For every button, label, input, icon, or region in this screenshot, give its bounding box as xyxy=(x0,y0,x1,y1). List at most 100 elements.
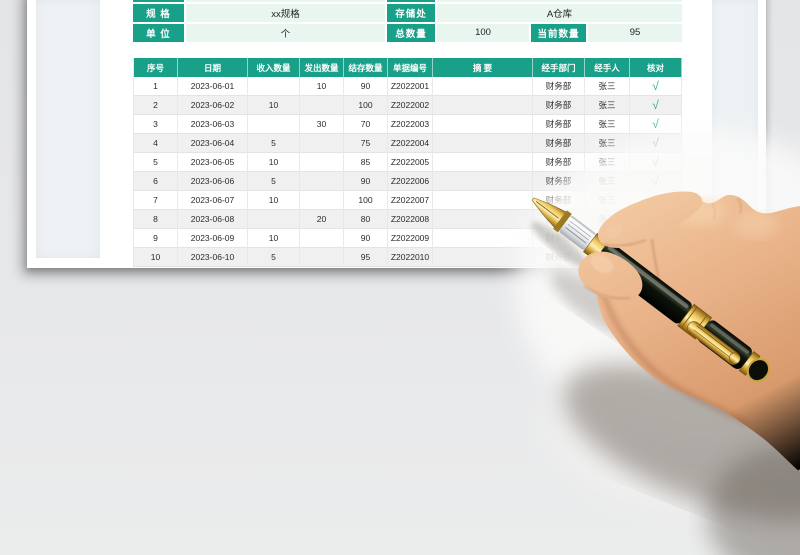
column-header[interactable]: 摘 要 xyxy=(433,58,533,77)
table-cell[interactable]: 2023-06-07 xyxy=(178,191,248,210)
table-cell[interactable]: 85 xyxy=(344,153,388,172)
table-cell[interactable]: 2023-06-09 xyxy=(178,229,248,248)
unit-value-cell[interactable]: 个 xyxy=(186,23,385,42)
table-cell[interactable]: 9 xyxy=(133,229,178,248)
spec-value-cell[interactable]: xx规格 xyxy=(186,4,385,22)
table-cell[interactable]: 2023-06-02 xyxy=(178,96,248,115)
table-cell[interactable] xyxy=(248,77,300,96)
table-cell[interactable] xyxy=(300,248,344,267)
table-cell[interactable]: 张三 xyxy=(585,96,630,115)
table-cell[interactable] xyxy=(300,134,344,153)
checkmark-cell[interactable]: √ xyxy=(630,248,682,267)
table-cell[interactable]: 95 xyxy=(344,248,388,267)
table-cell[interactable]: 80 xyxy=(344,210,388,229)
table-cell[interactable]: 张三 xyxy=(585,172,630,191)
table-cell[interactable]: 张三 xyxy=(585,248,630,267)
table-cell[interactable] xyxy=(433,248,533,267)
column-header[interactable]: 经手部门 xyxy=(533,58,585,77)
table-cell[interactable]: 2 xyxy=(133,96,178,115)
table-cell[interactable] xyxy=(433,172,533,191)
storage-value-cell[interactable]: A仓库 xyxy=(437,4,682,22)
table-cell[interactable]: 财务部 xyxy=(533,210,585,229)
table-cell[interactable]: 10 xyxy=(133,248,178,267)
table-cell[interactable]: 100 xyxy=(344,191,388,210)
total-qty-value-cell[interactable]: 100 xyxy=(437,23,529,42)
table-cell[interactable]: Z2022001 xyxy=(388,77,433,96)
table-cell[interactable]: 10 xyxy=(248,191,300,210)
table-cell[interactable]: 3 xyxy=(133,115,178,134)
table-cell[interactable]: 2023-06-10 xyxy=(178,248,248,267)
table-cell[interactable]: 财务部 xyxy=(533,172,585,191)
table-cell[interactable]: 90 xyxy=(344,229,388,248)
column-header[interactable]: 结存数量 xyxy=(344,58,388,77)
table-cell[interactable]: 10 xyxy=(300,77,344,96)
table-cell[interactable]: Z2022008 xyxy=(388,210,433,229)
checkmark-cell[interactable]: √ xyxy=(630,115,682,134)
checkmark-cell[interactable]: √ xyxy=(630,172,682,191)
table-cell[interactable]: 财务部 xyxy=(533,115,585,134)
table-cell[interactable]: 10 xyxy=(248,229,300,248)
table-cell[interactable]: 90 xyxy=(344,172,388,191)
table-cell[interactable]: 张三 xyxy=(585,191,630,210)
table-cell[interactable]: 6 xyxy=(133,172,178,191)
table-cell[interactable] xyxy=(433,153,533,172)
table-cell[interactable] xyxy=(300,153,344,172)
table-cell[interactable]: Z2022005 xyxy=(388,153,433,172)
column-header[interactable]: 核对 xyxy=(630,58,682,77)
column-header[interactable]: 发出数量 xyxy=(300,58,344,77)
table-cell[interactable] xyxy=(248,210,300,229)
table-cell[interactable]: 5 xyxy=(248,248,300,267)
storage-label-cell[interactable]: 存储处 xyxy=(387,4,435,22)
table-cell[interactable]: 2023-06-06 xyxy=(178,172,248,191)
table-cell[interactable]: 2023-06-01 xyxy=(178,77,248,96)
table-cell[interactable]: 财务部 xyxy=(533,134,585,153)
current-qty-label-cell[interactable]: 当前数量 xyxy=(531,23,586,42)
table-cell[interactable]: 10 xyxy=(248,96,300,115)
table-cell[interactable]: 张三 xyxy=(585,77,630,96)
table-cell[interactable] xyxy=(300,191,344,210)
checkmark-cell[interactable]: √ xyxy=(630,229,682,248)
table-cell[interactable]: Z2022006 xyxy=(388,172,433,191)
table-cell[interactable]: 财务部 xyxy=(533,191,585,210)
total-qty-label-cell[interactable]: 总数量 xyxy=(387,23,435,42)
checkmark-cell[interactable]: √ xyxy=(630,77,682,96)
current-qty-value-cell[interactable]: 95 xyxy=(588,23,682,42)
table-cell[interactable]: 2023-06-05 xyxy=(178,153,248,172)
table-cell[interactable]: 2023-06-03 xyxy=(178,115,248,134)
column-header[interactable]: 收入数量 xyxy=(248,58,300,77)
table-cell[interactable]: 7 xyxy=(133,191,178,210)
table-cell[interactable]: 90 xyxy=(344,77,388,96)
table-cell[interactable]: Z2022009 xyxy=(388,229,433,248)
table-cell[interactable]: 1 xyxy=(133,77,178,96)
table-cell[interactable] xyxy=(300,172,344,191)
table-cell[interactable]: 财务部 xyxy=(533,153,585,172)
checkmark-cell[interactable]: √ xyxy=(630,210,682,229)
column-header[interactable]: 序号 xyxy=(133,58,178,77)
table-cell[interactable]: Z2022007 xyxy=(388,191,433,210)
table-cell[interactable]: 100 xyxy=(344,96,388,115)
table-cell[interactable] xyxy=(300,96,344,115)
spec-label-cell[interactable]: 规 格 xyxy=(133,4,184,22)
table-cell[interactable]: 财务部 xyxy=(533,77,585,96)
table-cell[interactable] xyxy=(248,115,300,134)
table-cell[interactable] xyxy=(300,229,344,248)
table-cell[interactable]: Z2022004 xyxy=(388,134,433,153)
table-cell[interactable]: 8 xyxy=(133,210,178,229)
table-cell[interactable]: 5 xyxy=(248,134,300,153)
table-cell[interactable]: 张三 xyxy=(585,210,630,229)
table-cell[interactable]: 75 xyxy=(344,134,388,153)
table-cell[interactable]: 财务部 xyxy=(533,229,585,248)
table-cell[interactable]: 5 xyxy=(133,153,178,172)
column-header[interactable]: 日期 xyxy=(178,58,248,77)
table-cell[interactable]: 张三 xyxy=(585,115,630,134)
table-cell[interactable] xyxy=(433,134,533,153)
table-cell[interactable]: 张三 xyxy=(585,229,630,248)
table-cell[interactable] xyxy=(433,96,533,115)
table-cell[interactable]: 张三 xyxy=(585,153,630,172)
table-cell[interactable]: Z2022002 xyxy=(388,96,433,115)
unit-label-cell[interactable]: 单 位 xyxy=(133,23,184,42)
table-cell[interactable]: Z2022003 xyxy=(388,115,433,134)
table-cell[interactable]: 20 xyxy=(300,210,344,229)
table-cell[interactable]: 财务部 xyxy=(533,248,585,267)
table-cell[interactable]: 张三 xyxy=(585,134,630,153)
